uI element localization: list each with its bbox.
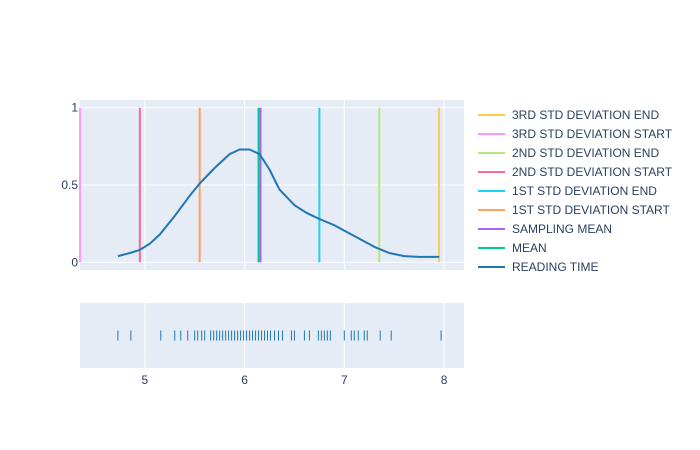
x-tick-label-1: 6 [241,373,248,387]
x-tick-label-3: 8 [441,373,448,387]
legend-label-3: 2ND STD DEVIATION START [512,165,673,179]
legend-label-5: 1ST STD DEVIATION START [512,203,670,217]
x-tick-label-2: 7 [341,373,348,387]
rug-plot [117,330,442,341]
legend-label-8: READING TIME [512,260,598,274]
y-tick-label-2: 1 [71,101,78,115]
rug-plot-background [80,303,464,368]
legend-label-1: 3RD STD DEVIATION START [512,127,673,141]
legend-label-7: MEAN [512,241,547,255]
x-axis-ticks: 5 6 7 8 [141,373,447,387]
legend-label-2: 2ND STD DEVIATION END [512,146,659,160]
density-curve [117,148,440,258]
y-tick-label-0: 0 [71,255,78,269]
legend: 3RD STD DEVIATION END 3RD STD DEVIATION S… [478,108,673,274]
legend-label-4: 1ST STD DEVIATION END [512,184,657,198]
x-tick-label-0: 5 [141,373,148,387]
reading-time-curve [117,148,440,258]
reference-lines [79,107,441,263]
y-tick-label-1: 0.5 [61,178,78,192]
legend-label-6: SAMPLING MEAN [512,222,612,236]
legend-label-0: 3RD STD DEVIATION END [512,108,659,122]
grid [80,100,464,368]
y-axis-ticks: 00.51 [61,101,78,270]
